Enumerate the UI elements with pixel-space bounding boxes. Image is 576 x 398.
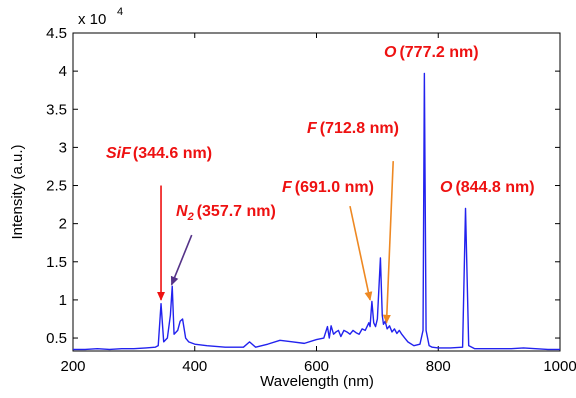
annotation-n2-wavelength: (357.7 nm) xyxy=(197,203,276,220)
x-axis-ticks: 200 400 600 800 1000 xyxy=(60,33,576,375)
annotation-f691-species: F xyxy=(282,179,293,196)
annotation-f712-species: F xyxy=(307,120,318,137)
annotation-o777: O (777.2 nm) xyxy=(384,44,479,61)
annotation-o844-species: O xyxy=(440,179,453,196)
annotation-sif: SiF (344.6 nm) xyxy=(106,145,212,162)
y-tick-label: 4.5 xyxy=(46,25,67,42)
x-tick-label: 400 xyxy=(182,358,207,375)
annotation-f691: F (691.0 nm) xyxy=(282,179,374,196)
x-tick-label: 1000 xyxy=(543,358,576,375)
y-tick-label: 2 xyxy=(59,216,67,233)
n2-arrow xyxy=(170,234,193,286)
x-axis-label: Wavelength (nm) xyxy=(260,373,374,390)
x-tick-label: 200 xyxy=(60,358,85,375)
annotation-sif-wavelength: (344.6 nm) xyxy=(133,145,212,162)
y-tick-label: 1 xyxy=(59,292,67,309)
spectrum-series-line xyxy=(73,72,560,351)
f712-arrow xyxy=(382,161,395,324)
annotation-n2-species: N xyxy=(176,203,188,220)
y-tick-label: 4 xyxy=(59,63,67,80)
y-tick-label: 3.5 xyxy=(46,101,67,118)
x-tick-label: 600 xyxy=(304,358,329,375)
f691-arrow xyxy=(349,205,373,301)
annotation-f691-wavelength: (691.0 nm) xyxy=(295,179,374,196)
y-axis-label: Intensity (a.u.) xyxy=(9,144,26,239)
y-tick-label: 2.5 xyxy=(46,178,67,195)
y-exponent-power: 4 xyxy=(117,6,123,18)
annotation-n2: N2 (357.7 nm) xyxy=(176,203,276,223)
y-tick-label: 0.5 xyxy=(46,330,67,347)
annotation-o777-wavelength: (777.2 nm) xyxy=(399,44,478,61)
annotation-o844-wavelength: (844.8 nm) xyxy=(455,179,534,196)
annotation-f712-wavelength: (712.8 nm) xyxy=(320,120,399,137)
y-exponent-label: x 10 xyxy=(78,11,106,28)
annotation-n2-subscript: 2 xyxy=(187,211,194,223)
y-tick-label: 1.5 xyxy=(46,254,67,271)
y-tick-label: 3 xyxy=(59,139,67,156)
annotation-sif-species: SiF xyxy=(106,145,132,162)
annotation-f712: F (712.8 nm) xyxy=(307,120,399,137)
x-tick-label: 800 xyxy=(426,358,451,375)
annotation-o844: O (844.8 nm) xyxy=(440,179,535,196)
y-axis-ticks: 0.5 1 1.5 2 2.5 3 3.5 4 4.5 xyxy=(46,25,560,347)
annotation-o777-species: O xyxy=(384,44,397,61)
